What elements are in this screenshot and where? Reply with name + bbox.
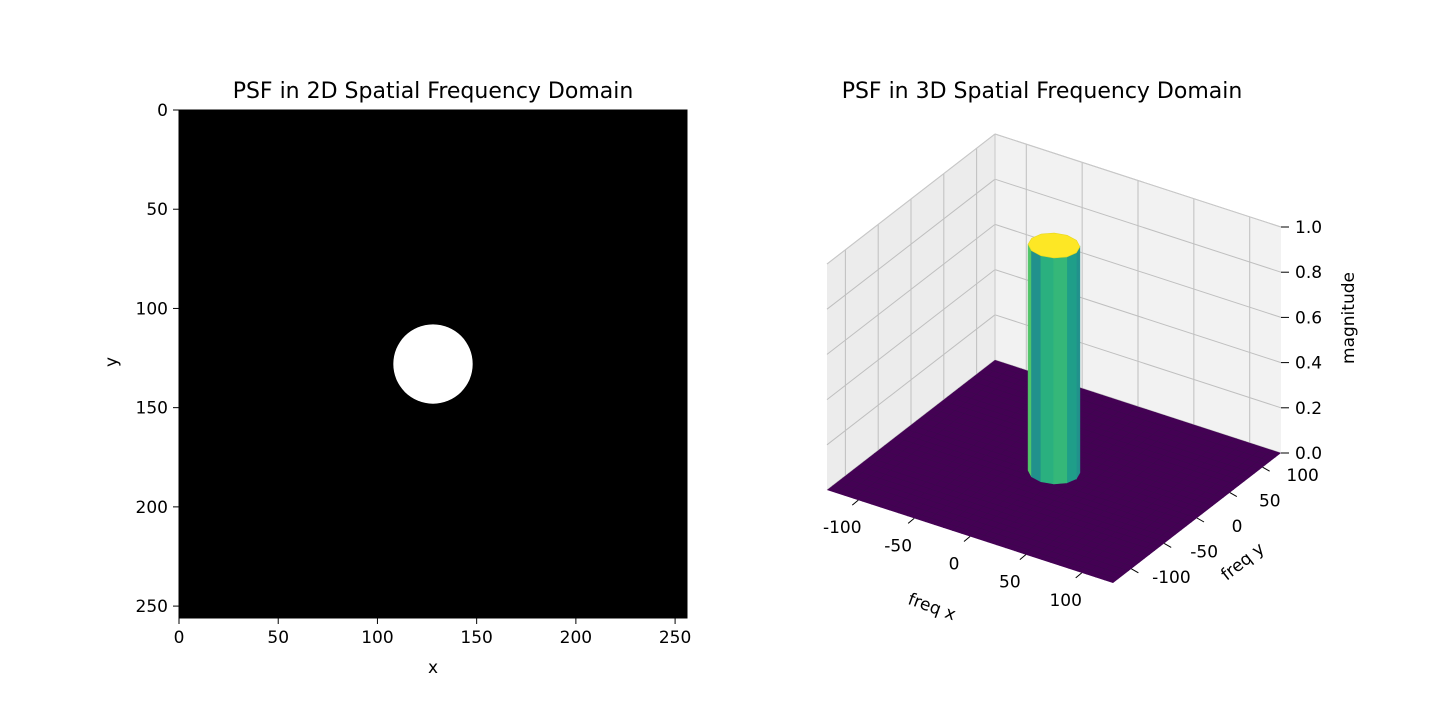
magnitude-tick-label: 0.6 [1295,308,1322,328]
axes-ticks: -100-50050100-100-500501000.00.20.40.60.… [823,218,1322,611]
floor-mesh-line [1103,449,1273,581]
peak-side-face [1031,250,1042,483]
magnitude-tick-label: 0.0 [1295,444,1322,464]
peak-side-face [1076,245,1081,480]
freq-y-tick-mark [1131,568,1139,574]
floor-mesh-line [1041,429,1210,560]
magnitude-tick-label: 0.8 [1295,263,1322,283]
freq-y-tick-label: 0 [1232,517,1243,537]
freq-y-tick-mark [1262,466,1270,472]
freq-y-tick-label: 100 [1286,466,1318,486]
floor-mesh-line [952,392,1240,486]
chart-title-3d: PSF in 3D Spatial Frequency Domain [842,79,1243,104]
freq-y-tick-mark [1229,492,1238,498]
freq-x-tick-mark [1019,554,1027,561]
floor-mesh-line [1059,435,1228,566]
floor-mesh-line [973,376,1261,470]
y-tick-label: 50 [146,200,168,220]
floor-mesh-line [937,404,1224,498]
floor-mesh-line [1023,423,1192,555]
peak-side-face [1066,252,1077,484]
y-tick-label: 200 [136,498,168,518]
freq-x-tick-label: -50 [884,536,912,556]
x-tick-label: 250 [659,628,691,648]
freq-y-tick-label: -100 [1152,568,1191,588]
freq-y-tick-label: -50 [1190,542,1218,562]
plot-frame [178,109,688,619]
x-axis-ticks: 0 50 100 150 200 250 [174,618,691,648]
x-axis-label: x [428,658,438,678]
floor-mesh-line [947,396,1234,490]
freq-x-tick-label: 0 [949,555,960,575]
freq-y-tick-mark [1196,517,1205,523]
freq-x-tick-label: -100 [823,518,862,538]
freq-x-tick-label: 100 [1049,591,1081,611]
freq-y-tick-label: 50 [1259,492,1281,512]
magnitude-tick-label: 0.4 [1295,354,1322,374]
floor-mesh-line [979,371,1266,466]
peak-side-face [1040,255,1055,485]
pane-edge [826,133,996,265]
psf-disk [393,324,473,404]
y-tick-label: 0 [157,101,168,121]
magnitude-tick-label: 1.0 [1295,218,1322,238]
floor-mesh-line [942,400,1229,494]
y-tick-label: 150 [136,399,168,419]
freq-x-tick-mark [851,499,859,506]
peak-side-face [1027,244,1032,477]
x-tick-label: 200 [560,628,592,648]
floor-mesh-line [996,415,1165,546]
freq-y-tick-mark [1163,542,1172,548]
freq-x-tick-mark [1075,572,1083,579]
freq-x-tick-mark [963,536,971,542]
floor-mesh-line [1014,420,1183,552]
peak-top-face [1027,232,1081,259]
floor-mesh-line [1068,438,1237,569]
pane-edge [994,133,1282,228]
x-tick-label: 150 [460,628,492,648]
x-tick-label: 100 [361,628,393,648]
surface-peak [1027,232,1081,485]
y-axis-label: y [102,357,122,367]
y-tick-label: 250 [136,597,168,617]
x-tick-label: 50 [267,628,289,648]
floor-mesh-line [1032,426,1201,558]
peak-side-face [1053,256,1068,485]
floor-mesh-line [1050,432,1219,563]
magnitude-axis-label: magnitude [1339,272,1359,364]
psf-2d-chart: PSF in 2D Spatial Frequency Domain 0 50 10… [102,79,691,678]
floor-mesh-line [1086,444,1255,575]
floor-mesh-line [1077,441,1246,572]
psf-3d-chart: PSF in 3D Spatial Frequency Domain -100 -… [823,79,1359,625]
freq-x-tick-label: 50 [999,573,1021,593]
floor-mesh-line [1005,417,1174,549]
freq-x-tick-mark [907,517,915,524]
chart-title-2d: PSF in 2D Spatial Frequency Domain [233,79,634,104]
floor-mesh-line [958,388,1245,482]
x-tick-label: 0 [174,628,185,648]
y-tick-label: 100 [136,299,168,319]
floor-mesh-line [968,380,1255,474]
y-axis-ticks: 0 50 100 150 200 250 [136,101,179,617]
floor-mesh-line [1094,446,1264,578]
floor-mesh-line [963,384,1250,478]
magnitude-tick-label: 0.2 [1295,399,1322,419]
